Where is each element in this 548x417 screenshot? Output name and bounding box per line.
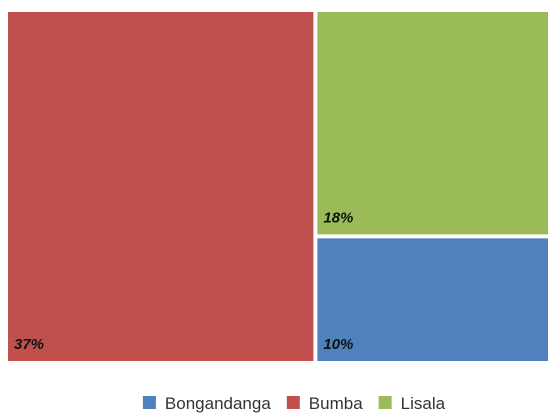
legend-swatch-bumba: [286, 396, 300, 409]
legend-item-lisala: Lisala: [378, 394, 446, 413]
tile-bumba: [8, 12, 314, 361]
legend-swatch-bongandanga: [142, 396, 156, 409]
data-label-bumba: 37%: [14, 336, 44, 353]
data-label-lisala: 18%: [323, 209, 353, 226]
legend-label-bongandanga: Bongandanga: [165, 394, 271, 413]
legend-item-bongandanga: Bongandanga: [142, 394, 271, 413]
tile-lisala: [317, 12, 548, 235]
tile-bongandanga: [317, 238, 548, 361]
treemap-tiles: 10% 37% 18%: [8, 12, 548, 361]
legend-label-lisala: Lisala: [401, 394, 446, 413]
legend-item-bumba: Bumba: [286, 394, 363, 413]
data-label-bongandanga: 10%: [323, 336, 353, 353]
legend-label-bumba: Bumba: [309, 394, 363, 413]
legend: Bongandanga Bumba Lisala: [142, 394, 446, 413]
legend-swatch-lisala: [378, 396, 392, 409]
